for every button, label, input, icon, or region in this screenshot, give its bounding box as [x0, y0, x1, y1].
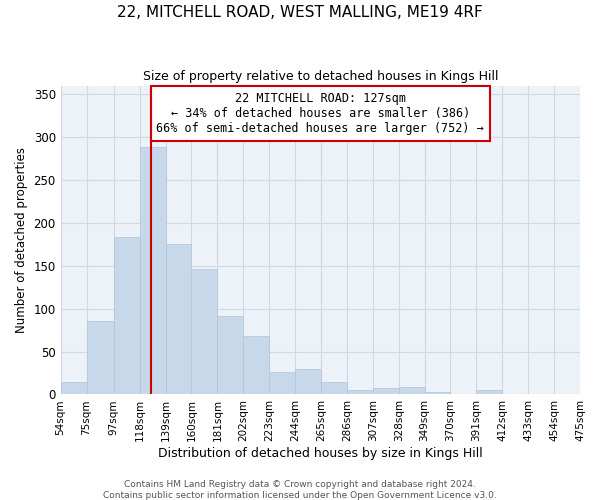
Y-axis label: Number of detached properties: Number of detached properties: [15, 147, 28, 333]
X-axis label: Distribution of detached houses by size in Kings Hill: Distribution of detached houses by size …: [158, 447, 483, 460]
Bar: [61, 382, 86, 394]
Text: Contains HM Land Registry data © Crown copyright and database right 2024.
Contai: Contains HM Land Registry data © Crown c…: [103, 480, 497, 500]
Bar: [217, 316, 243, 394]
Text: 22 MITCHELL ROAD: 127sqm
← 34% of detached houses are smaller (386)
66% of semi-: 22 MITCHELL ROAD: 127sqm ← 34% of detach…: [157, 92, 484, 134]
Bar: [166, 244, 191, 394]
Bar: [243, 336, 269, 394]
Bar: [476, 390, 502, 394]
Text: 22, MITCHELL ROAD, WEST MALLING, ME19 4RF: 22, MITCHELL ROAD, WEST MALLING, ME19 4R…: [117, 5, 483, 20]
Bar: [295, 368, 321, 394]
Bar: [321, 382, 347, 394]
Bar: [269, 372, 295, 394]
Bar: [398, 386, 425, 394]
Bar: [425, 392, 451, 394]
Bar: [347, 390, 373, 394]
Bar: [86, 320, 114, 394]
Title: Size of property relative to detached houses in Kings Hill: Size of property relative to detached ho…: [143, 70, 498, 83]
Bar: [191, 269, 217, 394]
Bar: [114, 236, 140, 394]
Bar: [140, 148, 166, 394]
Bar: [373, 388, 398, 394]
